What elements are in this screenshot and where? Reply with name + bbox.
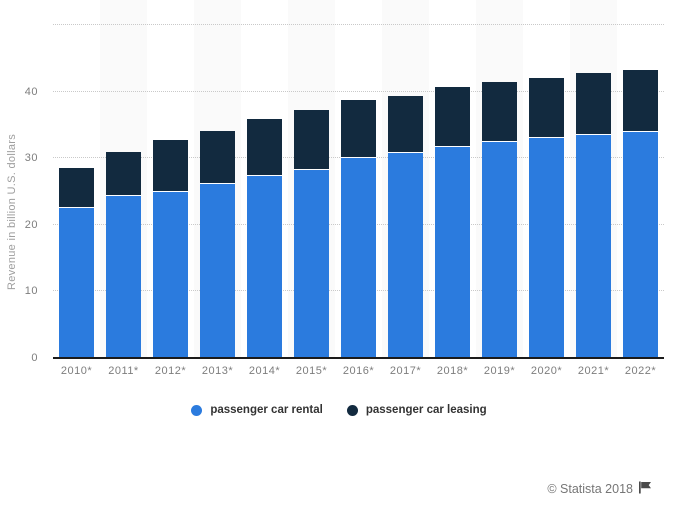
attribution-link[interactable]: © Statista 2018 (547, 481, 652, 497)
bar-segment-leasing[interactable] (294, 109, 329, 170)
y-axis-title: Revenue in billion U.S. dollars (6, 133, 18, 291)
bar-stack-2022[interactable] (623, 70, 658, 358)
legend-item-leasing: passenger car leasing (346, 404, 487, 416)
bar-segment-rental[interactable] (529, 137, 564, 358)
gridline (53, 90, 664, 92)
bar-segment-rental[interactable] (435, 146, 470, 358)
x-tick-label: 2022* (624, 365, 657, 377)
bar-stack-2011[interactable] (106, 152, 141, 358)
bar-stack-2010[interactable] (59, 168, 94, 358)
gridline (53, 24, 664, 25)
bar-segment-rental[interactable] (153, 191, 188, 358)
x-tick-label: 2013* (201, 365, 234, 377)
bar-segment-rental[interactable] (341, 157, 376, 358)
bar-segment-leasing[interactable] (482, 81, 517, 143)
bar-segment-leasing[interactable] (435, 86, 470, 147)
x-tick-label: 2021* (577, 365, 610, 377)
bar-segment-rental[interactable] (576, 134, 611, 358)
x-tick-label: 2011* (108, 365, 139, 377)
x-tick-label: 2019* (483, 365, 516, 377)
bar-stack-2014[interactable] (247, 118, 282, 358)
attribution-text: © Statista 2018 (547, 482, 633, 496)
bar-stack-2018[interactable] (435, 86, 470, 358)
y-tick-label: 20 (24, 218, 38, 231)
bar-segment-rental[interactable] (106, 195, 141, 358)
bar-segment-leasing[interactable] (247, 118, 282, 177)
x-tick-label: 2010* (60, 365, 93, 377)
bar-segment-leasing[interactable] (200, 130, 235, 185)
x-tick-label: 2016* (342, 365, 375, 377)
bar-segment-leasing[interactable] (153, 140, 188, 192)
bar-stack-2019[interactable] (482, 81, 517, 358)
y-tick-label: 40 (24, 85, 38, 98)
plot-area (53, 0, 664, 359)
bar-segment-leasing[interactable] (576, 72, 611, 135)
legend-item-rental: passenger car rental (191, 404, 323, 416)
bar-segment-rental[interactable] (482, 142, 517, 358)
bar-segment-leasing[interactable] (388, 95, 423, 153)
bar-segment-rental[interactable] (59, 208, 94, 358)
bar-segment-leasing[interactable] (106, 152, 141, 196)
y-tick-label: 0 (31, 352, 38, 364)
legend-label: passenger car leasing (365, 404, 487, 416)
x-axis-line (53, 357, 664, 359)
y-tick-label: 30 (24, 152, 38, 165)
bar-segment-leasing[interactable] (59, 168, 94, 209)
bar-segment-rental[interactable] (623, 132, 658, 358)
legend: passenger car rental passenger car leasin… (0, 404, 678, 416)
bar-segment-leasing[interactable] (529, 77, 564, 138)
bar-segment-leasing[interactable] (623, 70, 658, 133)
bar-segment-leasing[interactable] (341, 100, 376, 158)
x-tick-label: 2014* (248, 365, 281, 377)
legend-label: passenger car rental (210, 404, 323, 416)
bar-stack-2015[interactable] (294, 109, 329, 358)
legend-marker-icon (346, 404, 358, 416)
y-tick-label: 10 (24, 285, 38, 298)
legend-marker-icon (191, 404, 203, 416)
x-tick-label: 2012* (154, 365, 187, 377)
flag-icon (638, 481, 652, 497)
bar-stack-2013[interactable] (200, 130, 235, 358)
bar-stack-2020[interactable] (529, 77, 564, 358)
bar-stack-2017[interactable] (388, 95, 423, 358)
x-tick-label: 2017* (389, 365, 422, 377)
bar-segment-rental[interactable] (388, 152, 423, 358)
bar-segment-rental[interactable] (294, 169, 329, 358)
bar-stack-2021[interactable] (576, 72, 611, 358)
x-tick-label: 2015* (295, 365, 328, 377)
x-tick-label: 2020* (530, 365, 563, 377)
bar-segment-rental[interactable] (247, 176, 282, 358)
bar-segment-rental[interactable] (200, 184, 235, 358)
x-tick-label: 2018* (436, 365, 469, 377)
bar-stack-2016[interactable] (341, 100, 376, 358)
bar-stack-2012[interactable] (153, 140, 188, 358)
